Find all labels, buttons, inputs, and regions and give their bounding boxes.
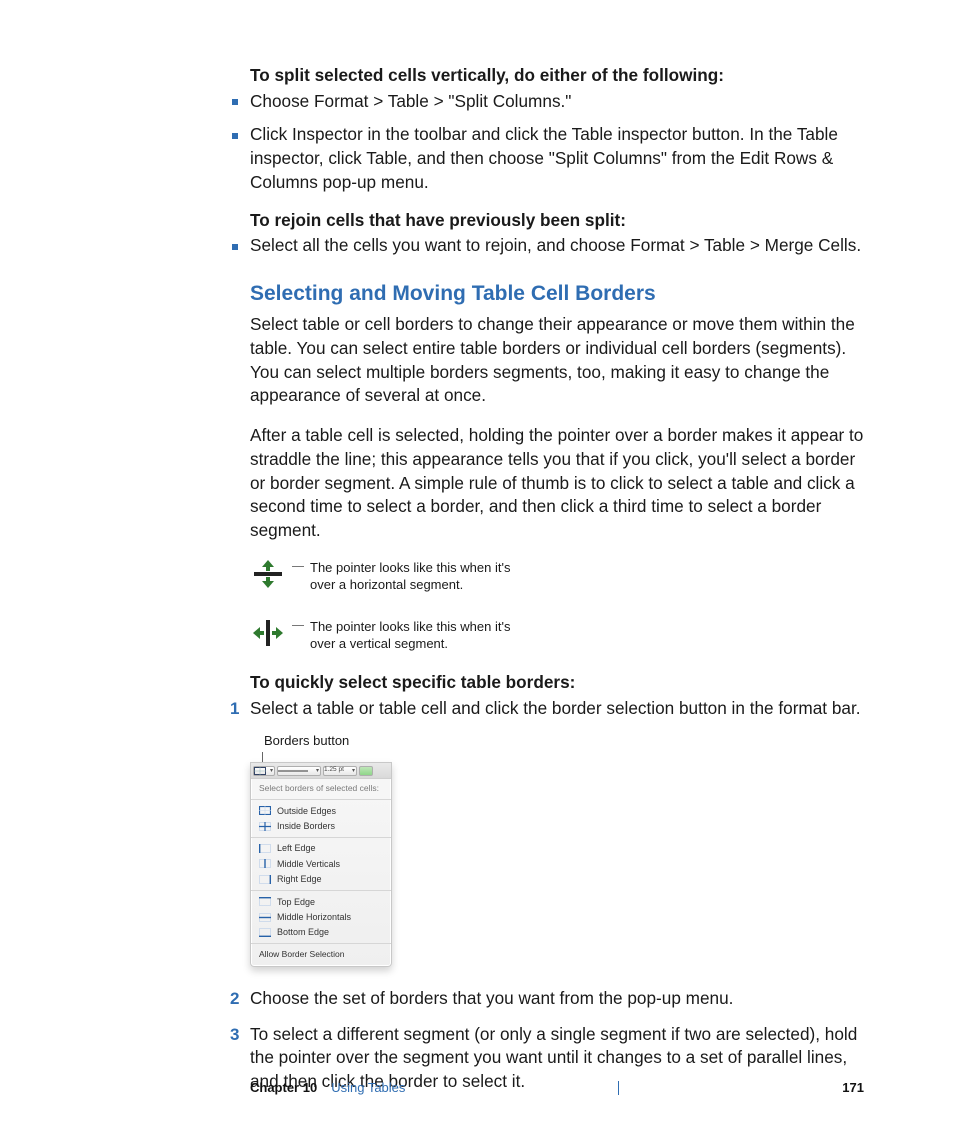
menu-item-inside-borders[interactable]: Inside Borders [251,818,391,833]
split-bullets: Choose Format > Table > "Split Columns."… [250,90,864,195]
menu-item-allow-border-selection[interactable]: Allow Border Selection [251,943,391,966]
right-edge-icon [259,875,271,884]
section-paragraph: After a table cell is selected, holding … [250,424,864,543]
step-item: Select a table or table cell and click t… [250,697,864,967]
menu-item-middle-verticals[interactable]: Middle Verticals [251,856,391,871]
menu-item-label: Right Edge [277,873,322,885]
bullet-item: Select all the cells you want to rejoin,… [250,234,864,258]
callout-tick [262,752,263,762]
border-color-well[interactable] [359,766,373,776]
page-number: 171 [832,1079,864,1097]
section-heading: Selecting and Moving Table Cell Borders [250,280,864,309]
menu-header: Select borders of selected cells: [251,779,391,799]
outside-edges-icon [259,806,271,815]
menu-item-top-edge[interactable]: Top Edge [251,894,391,909]
bullet-item: Click Inspector in the toolbar and click… [250,123,864,194]
borders-button[interactable]: ▾ [253,766,275,776]
menu-item-left-edge[interactable]: Left Edge [251,841,391,856]
borders-popup-menu: ▾ ▾ 1.25 pt ▾ Select borders of selected… [250,762,392,967]
inside-borders-icon [259,822,271,831]
format-bar-strip: ▾ ▾ 1.25 pt ▾ [251,763,391,779]
bullet-item: Choose Format > Table > "Split Columns." [250,90,864,114]
bottom-edge-icon [259,928,271,937]
line-weight-field[interactable]: 1.25 pt ▾ [323,766,357,776]
callout-label: Borders button [264,732,864,750]
chapter-number: Chapter 10 [250,1079,317,1097]
menu-group-2: Left Edge Middle Verticals [251,837,391,890]
page-footer: Chapter 10 Using Tables 171 [250,1079,864,1097]
menu-item-label: Left Edge [277,842,316,854]
middle-horizontals-icon [259,913,271,922]
line-weight-value: 1.25 pt [324,766,344,775]
menu-item-label: Outside Edges [277,805,336,817]
left-edge-icon [259,844,271,853]
menu-group-1: Outside Edges Inside Borders [251,799,391,837]
menu-item-label: Middle Verticals [277,858,340,870]
menu-item-right-edge[interactable]: Right Edge [251,872,391,887]
leader-line [292,625,304,626]
footer-divider [618,1081,619,1095]
menu-item-middle-horizontals[interactable]: Middle Horizontals [251,909,391,924]
menu-item-outside-edges[interactable]: Outside Edges [251,803,391,818]
middle-verticals-icon [259,859,271,868]
leader-line [292,566,304,567]
menu-item-label: Top Edge [277,896,315,908]
quick-select-lead: To quickly select specific table borders… [250,671,864,695]
rejoin-bullets: Select all the cells you want to rejoin,… [250,234,864,258]
menu-item-bottom-edge[interactable]: Bottom Edge [251,925,391,940]
line-style-button[interactable]: ▾ [277,766,321,776]
pointer-vertical-row: The pointer looks like this when it's ov… [250,618,864,653]
top-edge-icon [259,897,271,906]
vertical-resize-pointer-icon [250,618,286,648]
pointer-horizontal-caption: The pointer looks like this when it's ov… [310,559,520,594]
horizontal-resize-pointer-icon [250,559,286,589]
step-text: Select a table or table cell and click t… [250,698,861,718]
section-paragraph: Select table or cell borders to change t… [250,313,864,408]
borders-menu-callout: Borders button ▾ ▾ 1.2 [250,732,864,967]
menu-item-label: Inside Borders [277,820,335,832]
split-lead: To split selected cells vertically, do e… [250,64,864,88]
quick-select-steps: Select a table or table cell and click t… [250,697,864,1094]
chapter-title: Using Tables [331,1079,405,1097]
pointer-horizontal-row: The pointer looks like this when it's ov… [250,559,864,594]
menu-group-3: Top Edge Middle Horizontals [251,890,391,943]
menu-item-label: Bottom Edge [277,926,329,938]
document-page: To split selected cells vertically, do e… [0,0,954,1145]
pointer-vertical-caption: The pointer looks like this when it's ov… [310,618,520,653]
step-item: Choose the set of borders that you want … [250,987,864,1011]
menu-item-label: Middle Horizontals [277,911,351,923]
rejoin-lead: To rejoin cells that have previously bee… [250,209,864,233]
